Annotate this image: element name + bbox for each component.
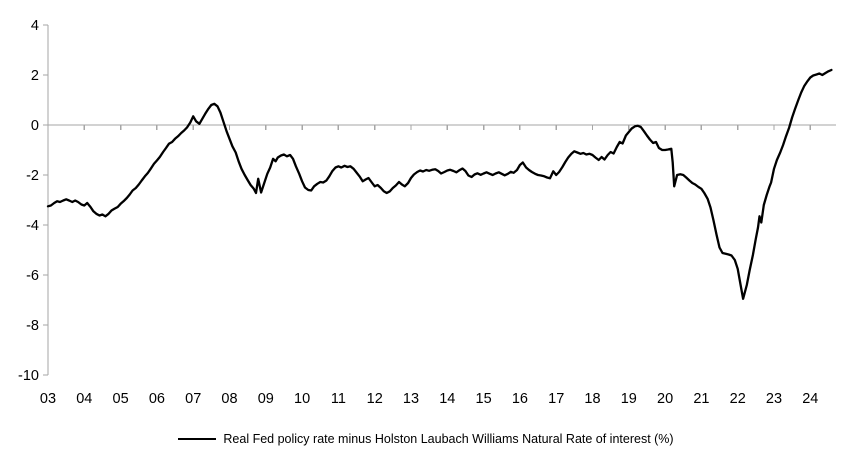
x-axis-tick-label: 14 [439, 391, 455, 407]
x-axis-tick-label: 24 [802, 391, 818, 407]
x-axis-tick-label: 06 [149, 391, 165, 407]
y-axis-tick-label: 0 [31, 118, 39, 134]
x-axis-tick-label: 04 [76, 391, 92, 407]
y-axis-tick-label: 2 [31, 68, 39, 84]
series-line [46, 68, 833, 300]
y-axis-tick-label: -2 [26, 168, 39, 184]
x-axis-tick-label: 11 [331, 391, 346, 407]
x-axis-tick-label: 22 [730, 391, 746, 407]
x-axis-tick-label: 21 [693, 391, 709, 407]
x-axis-tick-label: 23 [766, 391, 782, 407]
x-axis-tick-label: 13 [403, 391, 419, 407]
x-axis-tick-label: 05 [113, 391, 129, 407]
x-axis-tick-label: 12 [367, 391, 383, 407]
x-axis-tick-label: 09 [258, 391, 274, 407]
x-axis-tick-label: 10 [294, 391, 310, 407]
chart-legend: Real Fed policy rate minus Holston Lauba… [0, 432, 852, 446]
x-axis-tick-label: 19 [621, 391, 637, 407]
y-axis-tick-label: 4 [31, 18, 39, 34]
x-axis-tick-label: 17 [548, 391, 564, 407]
y-axis-tick-label: -8 [26, 318, 39, 334]
x-axis-tick-label: 16 [512, 391, 528, 407]
y-axis-tick-label: -4 [26, 218, 39, 234]
legend-line-marker [178, 438, 217, 440]
y-axis-tick-label: -10 [18, 368, 39, 384]
legend-label: Real Fed policy rate minus Holston Lauba… [223, 432, 674, 446]
x-axis-tick-label: 03 [40, 391, 56, 407]
y-axis-tick-label: -6 [26, 268, 39, 284]
x-axis-tick-label: 08 [221, 391, 237, 407]
x-axis-tick-label: 18 [584, 391, 600, 407]
x-axis-tick-label: 07 [185, 391, 201, 407]
x-axis-tick-label: 20 [657, 391, 673, 407]
x-axis-tick-label: 15 [476, 391, 492, 407]
